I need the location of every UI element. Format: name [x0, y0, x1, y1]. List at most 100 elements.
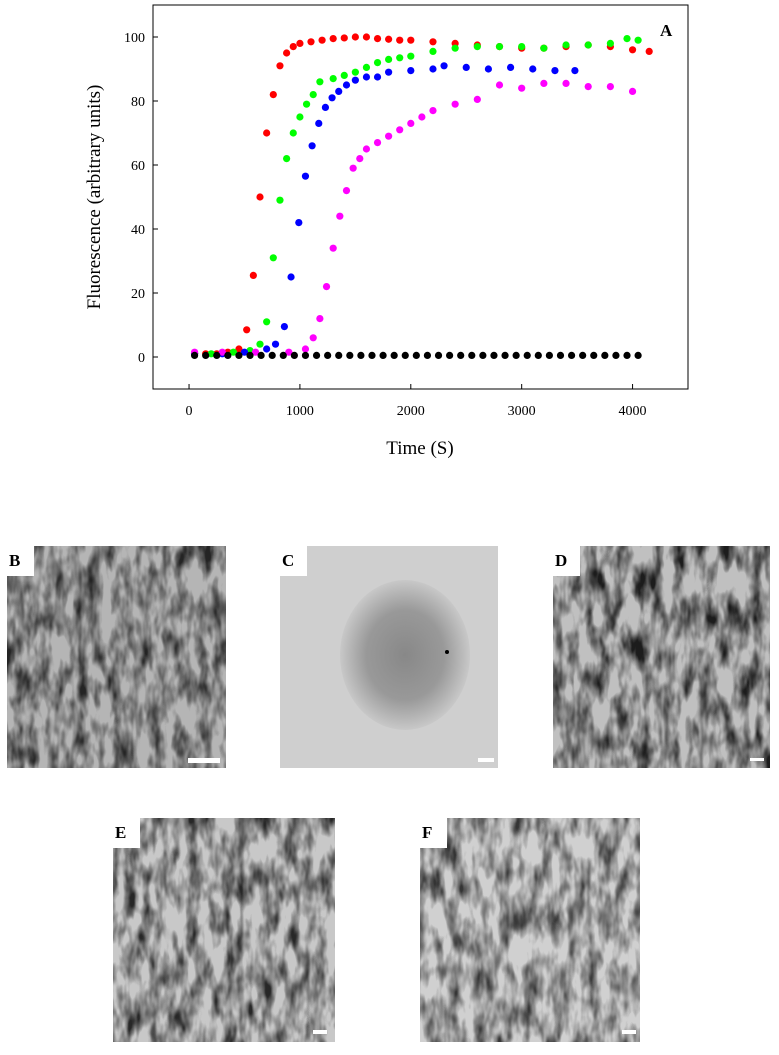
data-point: [307, 38, 315, 46]
data-point: [579, 351, 587, 359]
data-point: [440, 62, 448, 70]
data-point: [240, 348, 249, 356]
y-tick-label: 80: [131, 95, 145, 110]
data-point: [290, 351, 298, 359]
data-point: [628, 87, 637, 95]
data-point: [562, 41, 570, 49]
data-point: [612, 351, 620, 359]
data-point: [396, 126, 404, 134]
data-point: [418, 113, 426, 121]
data-point: [506, 63, 515, 71]
data-point: [213, 351, 221, 359]
data-point: [256, 193, 264, 201]
data-point: [362, 73, 371, 81]
panel-label: E: [115, 823, 126, 842]
y-tick-label: 60: [131, 159, 145, 174]
data-point: [567, 351, 576, 359]
data-point: [269, 254, 277, 262]
data-point: [407, 52, 415, 60]
data-point: [545, 351, 553, 359]
label-box: [7, 546, 34, 576]
x-axis-label: Time (S): [386, 438, 453, 459]
data-point: [335, 351, 343, 359]
data-point: [269, 91, 277, 99]
data-point: [634, 351, 642, 359]
data-point: [495, 43, 504, 51]
data-point: [235, 345, 243, 353]
data-point: [571, 67, 579, 75]
data-point: [495, 81, 504, 89]
data-point: [451, 44, 459, 52]
micrograph-e: [113, 818, 335, 1042]
data-point: [468, 351, 476, 359]
data-point: [423, 351, 432, 359]
data-point: [373, 59, 382, 67]
x-tick-label: 0: [186, 404, 193, 419]
data-point: [351, 68, 359, 76]
x-tick-label: 1000: [286, 404, 314, 419]
data-point: [446, 351, 454, 359]
data-point: [342, 187, 351, 195]
data-point: [283, 155, 291, 163]
data-point: [224, 351, 232, 359]
data-point: [479, 351, 487, 359]
data-point: [276, 62, 284, 70]
micrograph-c: [280, 546, 498, 768]
y-axis-label: Fluorescence (arbitrary units): [84, 85, 105, 310]
data-point: [518, 43, 526, 51]
data-point: [490, 351, 498, 359]
data-point: [308, 142, 316, 150]
data-point: [523, 351, 531, 359]
data-point: [634, 36, 642, 44]
data-point: [606, 39, 614, 48]
data-point: [396, 36, 404, 44]
data-point: [263, 318, 271, 326]
data-point: [202, 351, 210, 359]
data-point: [263, 129, 271, 137]
data-point: [540, 44, 548, 52]
data-point: [362, 145, 371, 153]
data-point: [346, 351, 354, 359]
micrograph-b: [7, 546, 226, 768]
data-point: [429, 38, 437, 46]
data-point: [401, 351, 409, 359]
label-box: [553, 546, 580, 576]
data-point: [301, 351, 310, 359]
data-point: [322, 283, 331, 291]
data-point: [534, 351, 542, 359]
data-point: [457, 351, 465, 359]
data-point: [257, 351, 265, 359]
panel-label: D: [555, 551, 567, 570]
panel-label: C: [282, 551, 294, 570]
micrograph-f: [420, 818, 640, 1042]
data-point: [335, 87, 343, 95]
data-point: [279, 351, 287, 359]
data-point: [285, 348, 293, 356]
data-point: [329, 244, 337, 252]
data-point: [295, 219, 303, 227]
data-point: [473, 95, 481, 103]
data-point: [385, 35, 393, 43]
data-point: [340, 34, 348, 42]
data-point: [318, 36, 326, 44]
data-point: [268, 351, 276, 359]
y-tick-label: 100: [124, 31, 145, 46]
data-point: [329, 35, 337, 43]
data-point: [373, 73, 382, 81]
data-point: [407, 119, 415, 127]
data-point: [407, 67, 415, 75]
data-point: [316, 78, 324, 86]
data-point: [473, 43, 481, 51]
data-point: [336, 212, 344, 220]
data-point: [551, 67, 559, 75]
data-point: [451, 100, 459, 108]
label-box: [280, 546, 307, 576]
data-point: [263, 345, 271, 353]
micrograph-d: [553, 546, 770, 768]
data-point: [315, 119, 323, 127]
data-point: [351, 76, 359, 84]
data-point: [373, 139, 382, 147]
data-point: [251, 348, 260, 356]
data-point: [283, 49, 291, 57]
